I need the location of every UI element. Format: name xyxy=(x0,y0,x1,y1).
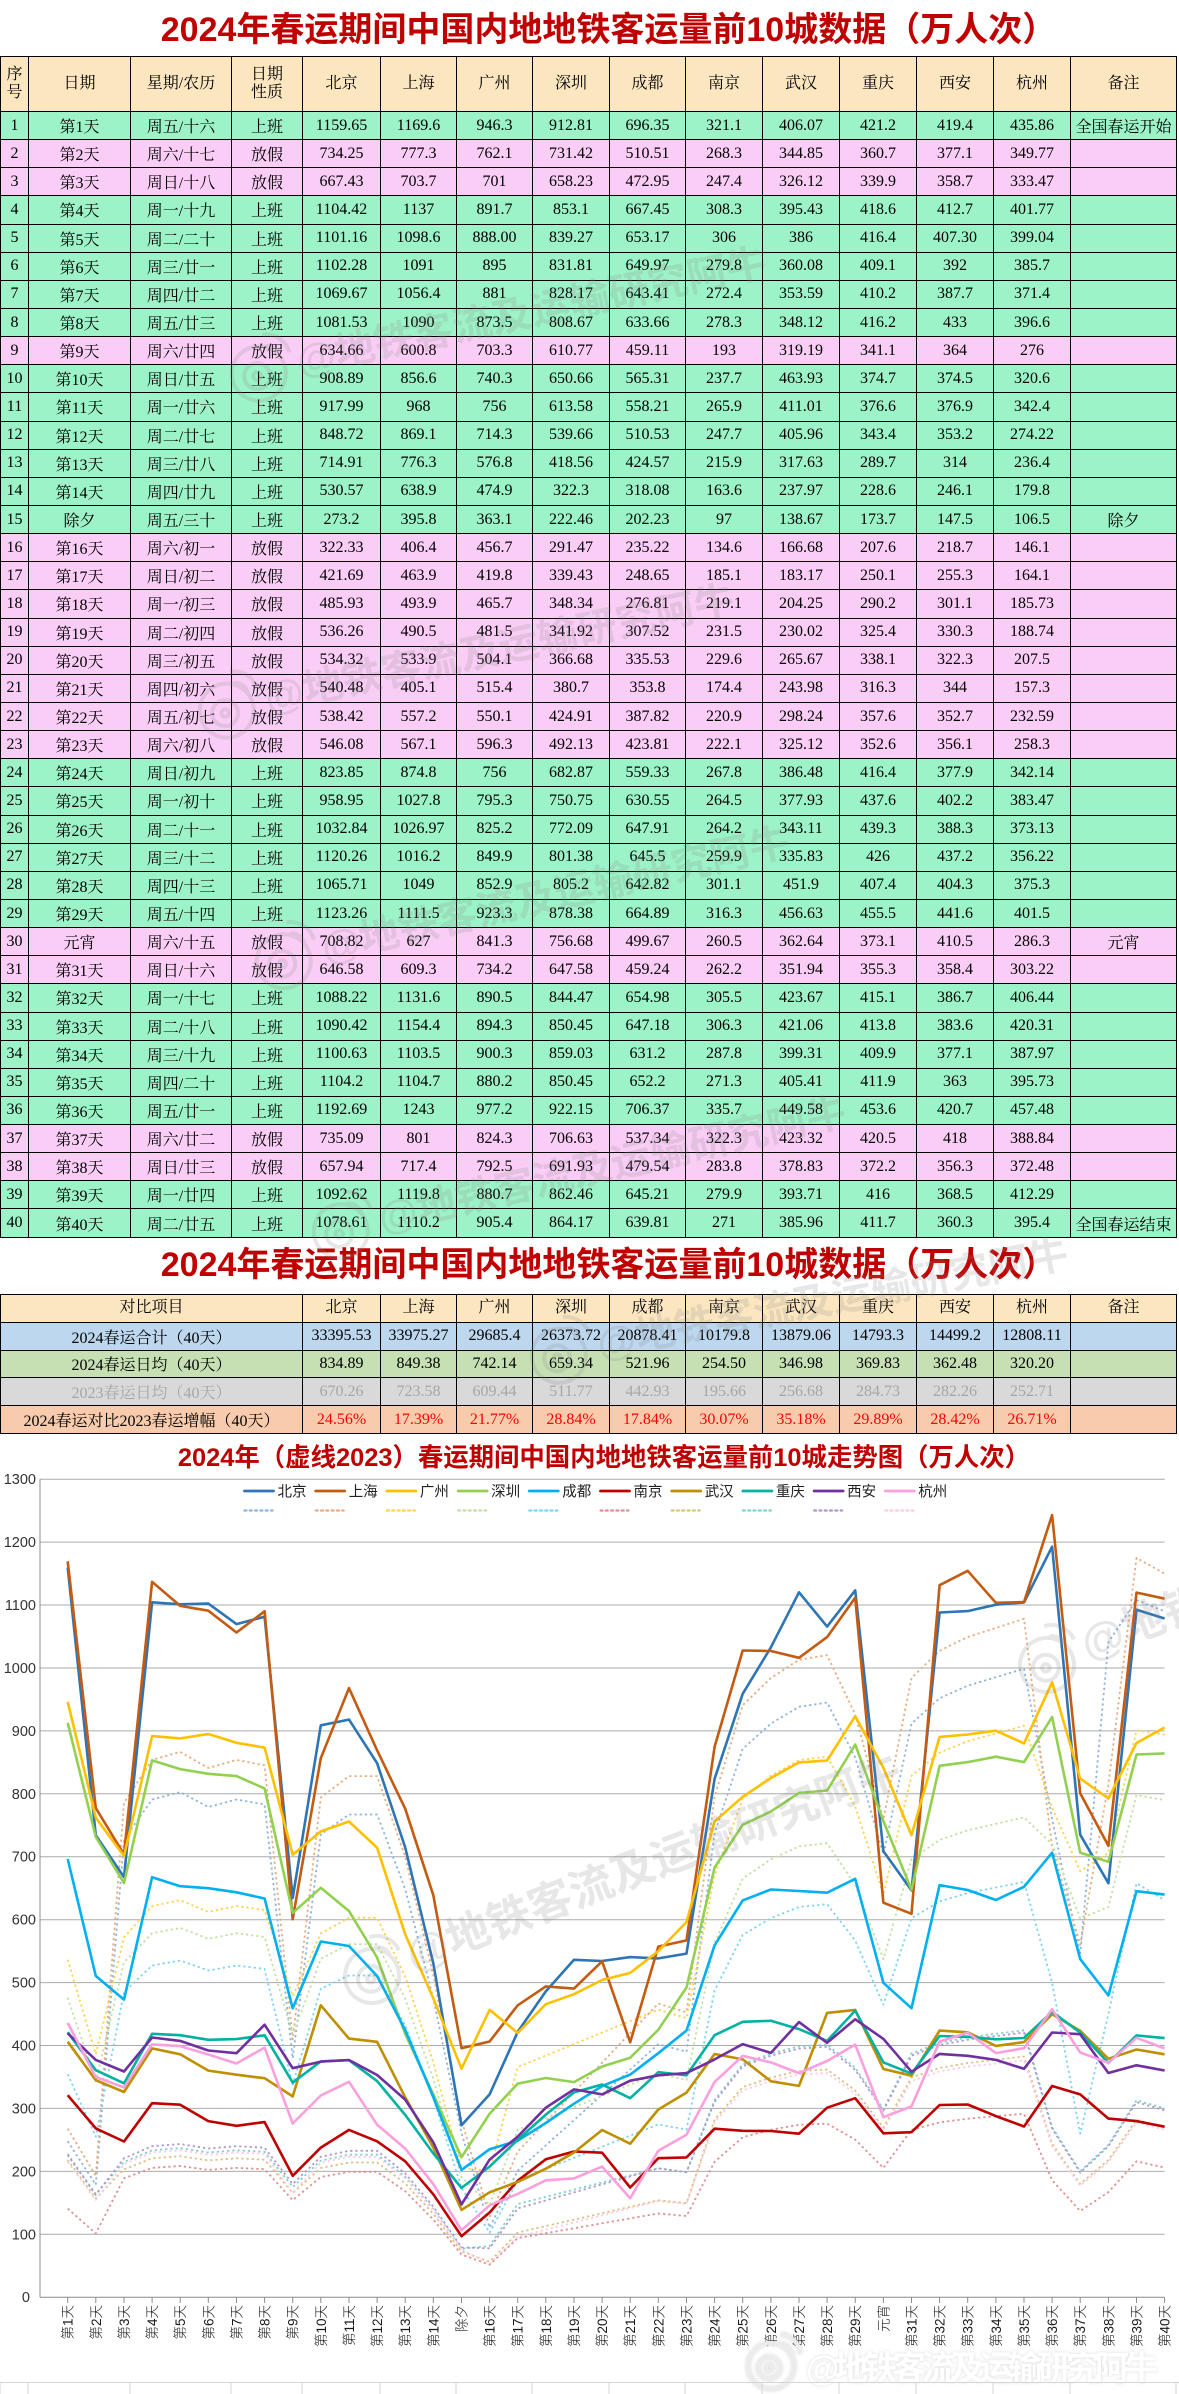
svg-text:1100: 1100 xyxy=(5,1598,36,1614)
svg-text:第20天: 第20天 xyxy=(595,2305,610,2347)
svg-text:第17天: 第17天 xyxy=(511,2305,526,2347)
svg-text:第28天: 第28天 xyxy=(820,2305,835,2347)
svg-text:800: 800 xyxy=(12,1787,36,1803)
svg-text:第13天: 第13天 xyxy=(398,2305,413,2347)
svg-text:第24天: 第24天 xyxy=(708,2305,723,2347)
svg-text:第18天: 第18天 xyxy=(539,2305,554,2347)
svg-text:200: 200 xyxy=(12,2164,36,2180)
svg-text:@地铁客流及运输研究阿牛: @地铁客流及运输研究阿牛 xyxy=(399,1746,908,1981)
svg-text:第40天: 第40天 xyxy=(1158,2305,1173,2347)
svg-text:1200: 1200 xyxy=(4,1535,36,1551)
svg-text:第33天: 第33天 xyxy=(961,2305,976,2347)
svg-text:1000: 1000 xyxy=(4,1661,36,1677)
svg-text:300: 300 xyxy=(12,2101,36,2117)
svg-text:第34天: 第34天 xyxy=(989,2305,1004,2347)
svg-text:第10天: 第10天 xyxy=(314,2305,329,2347)
svg-text:第3天: 第3天 xyxy=(117,2305,132,2340)
svg-text:广州: 广州 xyxy=(420,1484,449,1501)
svg-text:第39天: 第39天 xyxy=(1130,2305,1145,2347)
svg-text:重庆: 重庆 xyxy=(776,1484,805,1501)
svg-text:@地铁客流及运输研究阿牛: @地铁客流及运输研究阿牛 xyxy=(317,820,794,971)
svg-text:第26天: 第26天 xyxy=(764,2305,779,2347)
svg-text:第11天: 第11天 xyxy=(342,2305,357,2346)
svg-text:第27天: 第27天 xyxy=(792,2305,807,2347)
svg-text:第22天: 第22天 xyxy=(651,2305,666,2347)
svg-text:600: 600 xyxy=(12,1913,36,1929)
svg-text:第23天: 第23天 xyxy=(680,2305,695,2347)
svg-text:900: 900 xyxy=(12,1724,36,1740)
svg-text:@地铁客流及运输研究阿牛: @地铁客流及运输研究阿牛 xyxy=(293,241,771,384)
svg-text:1300: 1300 xyxy=(4,1472,36,1488)
svg-text:元宵: 元宵 xyxy=(876,2305,891,2332)
svg-text:上海: 上海 xyxy=(349,1484,378,1501)
svg-text:除夕: 除夕 xyxy=(455,2305,470,2332)
svg-text:第37天: 第37天 xyxy=(1073,2305,1088,2347)
svg-text:第36天: 第36天 xyxy=(1045,2305,1060,2347)
svg-text:第16天: 第16天 xyxy=(483,2305,498,2347)
svg-text:成都: 成都 xyxy=(562,1484,591,1501)
svg-text:第7天: 第7天 xyxy=(230,2305,245,2340)
svg-text:第38天: 第38天 xyxy=(1101,2305,1116,2347)
svg-text:第35天: 第35天 xyxy=(1017,2305,1032,2347)
svg-text:杭州: 杭州 xyxy=(918,1484,947,1501)
svg-text:第2天: 第2天 xyxy=(89,2305,104,2340)
svg-text:南京: 南京 xyxy=(634,1484,663,1501)
svg-text:@地铁客流及运输研究阿牛: @地铁客流及运输研究阿牛 xyxy=(593,1232,1072,1367)
svg-text:深圳: 深圳 xyxy=(491,1484,520,1501)
svg-text:第29天: 第29天 xyxy=(848,2305,863,2347)
svg-text:100: 100 xyxy=(12,2227,36,2243)
svg-text:@地铁客流及运输研究阿牛: @地铁客流及运输研究阿牛 xyxy=(806,2350,1158,2388)
svg-text:第32天: 第32天 xyxy=(933,2305,948,2347)
svg-text:第21天: 第21天 xyxy=(623,2305,638,2347)
svg-text:第8天: 第8天 xyxy=(258,2305,273,2340)
svg-text:@地铁客流及运输研究阿牛: @地铁客流及运输研究阿牛 xyxy=(261,578,739,721)
svg-text:400: 400 xyxy=(12,2039,36,2055)
svg-text:西安: 西安 xyxy=(847,1484,876,1501)
svg-text:@地铁客流及运输研究阿牛: @地铁客流及运输研究阿牛 xyxy=(806,2350,1158,2388)
svg-text:北京: 北京 xyxy=(278,1484,307,1501)
svg-text:@地铁客流及运输研究阿牛: @地铁客流及运输研究阿牛 xyxy=(374,1090,851,1241)
svg-text:第5天: 第5天 xyxy=(173,2305,188,2340)
svg-text:2024年（虚线2023）春运期间中国内地地铁客运量前10城: 2024年（虚线2023）春运期间中国内地地铁客运量前10城走势图（万人次） xyxy=(178,1443,1030,1472)
svg-text:500: 500 xyxy=(12,1976,36,1992)
svg-text:第25天: 第25天 xyxy=(736,2305,751,2347)
svg-text:第4天: 第4天 xyxy=(145,2305,160,2340)
svg-text:第19天: 第19天 xyxy=(567,2305,582,2347)
svg-text:@地铁客流及运输研究阿牛: @地铁客流及运输研究阿牛 xyxy=(1074,1435,1179,1670)
svg-text:第14天: 第14天 xyxy=(426,2305,441,2347)
svg-text:700: 700 xyxy=(12,1850,36,1866)
svg-text:第12天: 第12天 xyxy=(370,2305,385,2347)
svg-text:0: 0 xyxy=(22,2290,30,2306)
svg-text:第31天: 第31天 xyxy=(905,2305,920,2347)
svg-text:第9天: 第9天 xyxy=(286,2305,301,2340)
svg-text:第6天: 第6天 xyxy=(201,2305,216,2340)
svg-text:武汉: 武汉 xyxy=(705,1484,734,1501)
svg-text:第1天: 第1天 xyxy=(61,2305,76,2340)
